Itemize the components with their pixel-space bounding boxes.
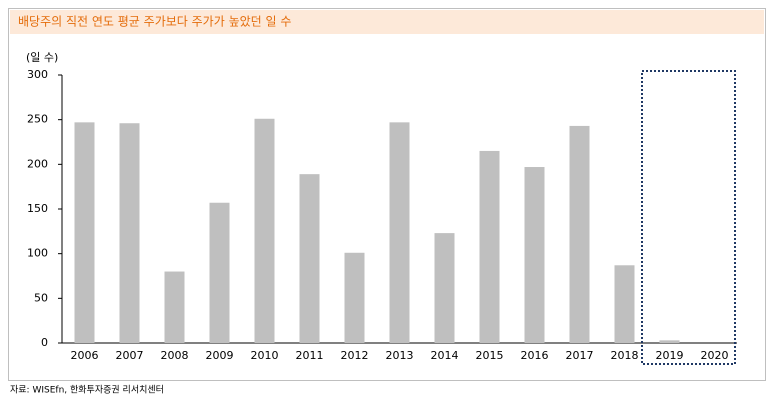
y-tick-label: 0	[41, 336, 48, 349]
y-axis-label: (일 수)	[26, 50, 58, 64]
bar	[614, 265, 635, 343]
bar	[389, 122, 410, 343]
title-band	[10, 10, 764, 34]
y-tick-label: 200	[27, 157, 48, 170]
x-tick-label: 2019	[656, 349, 684, 362]
frame	[8, 8, 766, 381]
x-tick-label: 2013	[386, 349, 414, 362]
x-tick-label: 2012	[341, 349, 369, 362]
x-tick-label: 2009	[206, 349, 234, 362]
bar	[74, 122, 95, 343]
bar	[659, 340, 680, 343]
bar	[524, 167, 545, 343]
y-tick-label: 150	[27, 202, 48, 215]
bar	[479, 150, 500, 343]
bar	[254, 118, 275, 343]
bar	[119, 123, 140, 344]
x-tick-label: 2006	[71, 349, 99, 362]
x-tick-label: 2016	[521, 349, 549, 362]
bar	[299, 174, 320, 343]
x-tick-label: 2015	[476, 349, 504, 362]
bar	[434, 233, 455, 343]
source: 자료: WISEfn, 한화투자증권 리서치센터	[10, 384, 164, 396]
x-tick-label: 2014	[431, 349, 459, 362]
bar	[344, 252, 365, 343]
bar	[164, 271, 185, 343]
bar	[209, 202, 230, 343]
bar	[569, 125, 590, 343]
x-tick-label: 2017	[566, 349, 594, 362]
y-tick-label: 50	[34, 291, 48, 304]
x-tick-label: 2018	[611, 349, 639, 362]
y-tick-label: 100	[27, 247, 48, 260]
x-tick-label: 2010	[251, 349, 279, 362]
x-tick-label: 2011	[296, 349, 324, 362]
y-tick-label: 300	[27, 68, 48, 81]
highlight-box	[641, 70, 736, 365]
chart-title: 배당주의 직전 연도 평균 주가보다 주가가 높았던 일 수	[18, 15, 291, 29]
x-tick-label: 2020	[701, 349, 729, 362]
x-tick-label: 2007	[116, 349, 144, 362]
x-tick-label: 2008	[161, 349, 189, 362]
y-tick-label: 250	[27, 113, 48, 126]
